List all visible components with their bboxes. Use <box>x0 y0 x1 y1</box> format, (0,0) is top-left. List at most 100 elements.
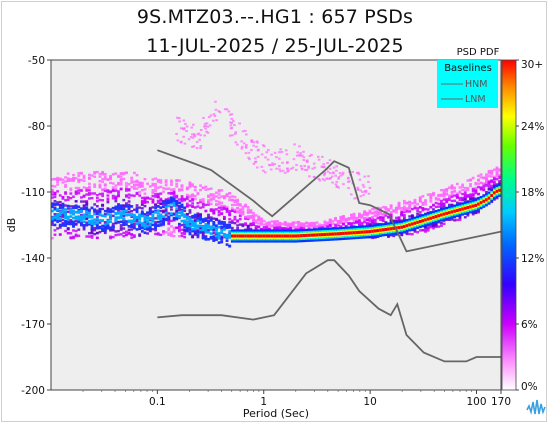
colorbar-tick-label: 0% <box>521 381 538 393</box>
psd-cell <box>220 189 224 192</box>
psd-cell <box>466 188 470 192</box>
psd-cell <box>357 219 361 222</box>
psd-cell <box>299 152 303 155</box>
psd-cell <box>77 210 81 213</box>
psd-cell <box>217 209 221 213</box>
psd-cell <box>331 232 335 236</box>
psd-cell <box>146 211 150 215</box>
psd-cell <box>482 176 486 180</box>
psd-cell <box>225 108 229 111</box>
psd-cell <box>204 236 208 240</box>
psd-cell <box>474 197 478 200</box>
psd-cell <box>297 221 300 224</box>
psd-cell <box>316 155 320 158</box>
psd-cell <box>146 196 150 199</box>
x-axis: 0.1 1 10 100 170 <box>82 390 511 408</box>
colorbar-tick-label: 12% <box>521 253 544 265</box>
psd-cell <box>135 184 139 187</box>
psd-cell <box>421 229 425 232</box>
colorbar-tick-label: 6% <box>521 319 538 331</box>
chart-subtitle: 11-JUL-2025 / 25-JUL-2025 <box>146 35 404 57</box>
psd-cell <box>424 228 427 232</box>
psd-cell <box>143 192 147 195</box>
psd-cell <box>278 151 281 154</box>
psd-cell <box>64 184 67 187</box>
psd-cell <box>117 204 120 207</box>
psd-cell <box>61 205 65 209</box>
psd-cell <box>342 215 345 219</box>
psd-cell <box>207 116 211 119</box>
psd-cell <box>440 221 443 225</box>
psd-cell <box>195 140 199 143</box>
psd-cell <box>234 141 238 144</box>
psd-cell <box>356 186 360 189</box>
psd-cell <box>58 219 62 223</box>
psd-cell <box>72 229 75 232</box>
psd-cell <box>77 172 81 175</box>
psd-cell <box>285 167 289 170</box>
psd-cell <box>180 205 184 209</box>
psd-cell <box>463 190 467 194</box>
psd-cell <box>355 230 359 235</box>
psd-cell <box>202 116 205 119</box>
psd-cell <box>228 196 232 199</box>
psd-cell <box>176 139 180 142</box>
psd-cell <box>217 220 221 224</box>
psd-cell <box>199 217 202 221</box>
psd-cell <box>103 231 107 235</box>
psd-cell <box>114 219 118 223</box>
psd-cell <box>138 216 142 219</box>
psd-cell <box>241 224 245 228</box>
psd-cell <box>347 222 351 226</box>
psd-cell <box>103 172 107 176</box>
psd-cell <box>207 187 210 191</box>
psd-cell <box>302 150 305 153</box>
psd-cell <box>238 223 242 226</box>
psd-cell <box>429 200 433 203</box>
psd-cell <box>442 188 446 192</box>
psd-cell <box>172 226 176 230</box>
psd-cell <box>119 233 123 236</box>
logo-icon <box>526 399 546 416</box>
psd-cell <box>191 216 195 219</box>
psd-cell <box>114 230 118 233</box>
psd-cell <box>180 185 184 188</box>
psd-cell <box>413 198 417 202</box>
psd-cell <box>146 222 150 226</box>
psd-cell <box>164 214 168 217</box>
psd-cell <box>384 227 388 231</box>
psd-cell <box>74 233 78 236</box>
psd-cell <box>56 213 60 216</box>
psd-cell <box>209 236 213 240</box>
psd-cell <box>264 156 267 159</box>
psd-cell <box>98 221 102 224</box>
psd-cell <box>117 233 120 236</box>
psd-cell <box>402 205 406 208</box>
psd-cell <box>74 190 78 193</box>
psd-cell <box>395 226 398 230</box>
psd-cell <box>114 212 118 216</box>
psd-cell <box>85 203 89 206</box>
psd-cell <box>299 225 303 228</box>
psd-cell <box>66 210 70 214</box>
psd-cell <box>114 205 118 209</box>
psd-cell <box>320 233 324 237</box>
psd-cell <box>217 206 221 209</box>
psd-cell <box>180 234 184 238</box>
psd-cell <box>175 199 179 203</box>
psd-cell <box>312 175 316 178</box>
psd-cell <box>356 188 360 191</box>
psd-cell <box>195 147 199 150</box>
psd-cell <box>185 130 188 133</box>
psd-cell <box>109 226 112 230</box>
psd-cell <box>405 224 409 228</box>
psd-cell <box>278 234 282 238</box>
psd-cell <box>466 194 470 197</box>
psd-cell <box>204 228 208 231</box>
psd-cell <box>336 219 340 223</box>
psd-cell <box>285 153 289 156</box>
psd-cell <box>275 234 279 238</box>
psd-cell <box>119 181 123 184</box>
psd-cell <box>109 190 112 193</box>
